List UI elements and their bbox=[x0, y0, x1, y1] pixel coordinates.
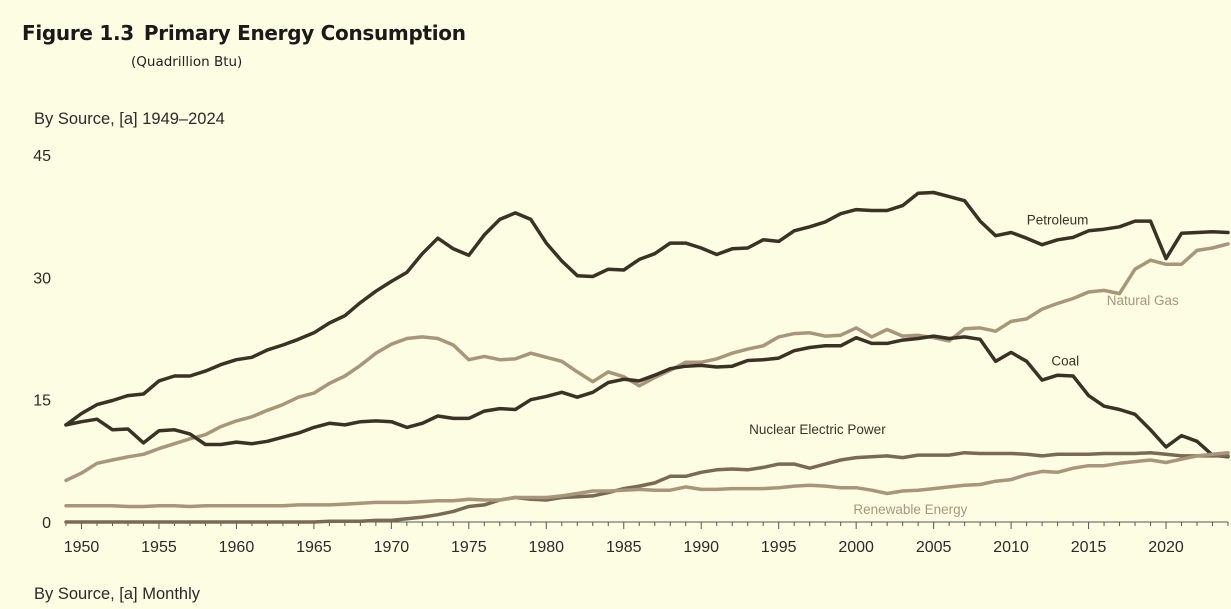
x-tick-label: 2000 bbox=[838, 539, 874, 556]
x-tick-label: 1995 bbox=[761, 539, 797, 556]
figure-units: (Quadrillion Btu) bbox=[131, 54, 243, 70]
series-label: Renewable Energy bbox=[853, 502, 967, 517]
y-tick-label: 30 bbox=[33, 270, 51, 287]
panel-bottom-title: By Source, [a] Monthly bbox=[34, 585, 200, 603]
series-line-natural-gas bbox=[64, 242, 1230, 483]
x-tick-label: 2010 bbox=[993, 539, 1029, 556]
figure-title-text: Primary Energy Consumption bbox=[143, 21, 466, 45]
x-tick-label: 1965 bbox=[296, 539, 332, 556]
x-tick-label: 1960 bbox=[219, 539, 255, 556]
x-tick-label: 2005 bbox=[916, 539, 952, 556]
series-label: Natural Gas bbox=[1107, 293, 1179, 308]
panel-top-title: By Source, [a] 1949–2024 bbox=[34, 110, 225, 128]
series-label: Coal bbox=[1051, 353, 1079, 368]
x-tick-label: 1990 bbox=[683, 539, 719, 556]
x-tick-label: 2015 bbox=[1071, 539, 1107, 556]
x-tick-label: 1950 bbox=[64, 539, 100, 556]
series-line-petroleum bbox=[64, 190, 1230, 427]
x-tick-label: 1975 bbox=[451, 539, 487, 556]
figure-title: Figure 1.3 Primary Energy Consumption bbox=[22, 21, 466, 45]
series-line-renewable-energy bbox=[64, 450, 1230, 509]
x-tick-label: 1955 bbox=[141, 539, 177, 556]
series-line-nuclear-electric-power bbox=[64, 450, 1230, 524]
x-tick-label: 1985 bbox=[606, 539, 642, 556]
x-tick-label: 2020 bbox=[1148, 539, 1184, 556]
x-tick-label: 1970 bbox=[374, 539, 410, 556]
y-tick-label: 15 bbox=[33, 393, 51, 410]
y-tick-label: 0 bbox=[42, 515, 51, 532]
figure-number: Figure 1.3 bbox=[22, 21, 134, 45]
series-line-coal bbox=[64, 334, 1230, 459]
series-label: Nuclear Electric Power bbox=[749, 422, 886, 437]
y-tick-label: 45 bbox=[33, 148, 51, 165]
series-label: Petroleum bbox=[1027, 212, 1089, 227]
x-tick-label: 1980 bbox=[528, 539, 564, 556]
